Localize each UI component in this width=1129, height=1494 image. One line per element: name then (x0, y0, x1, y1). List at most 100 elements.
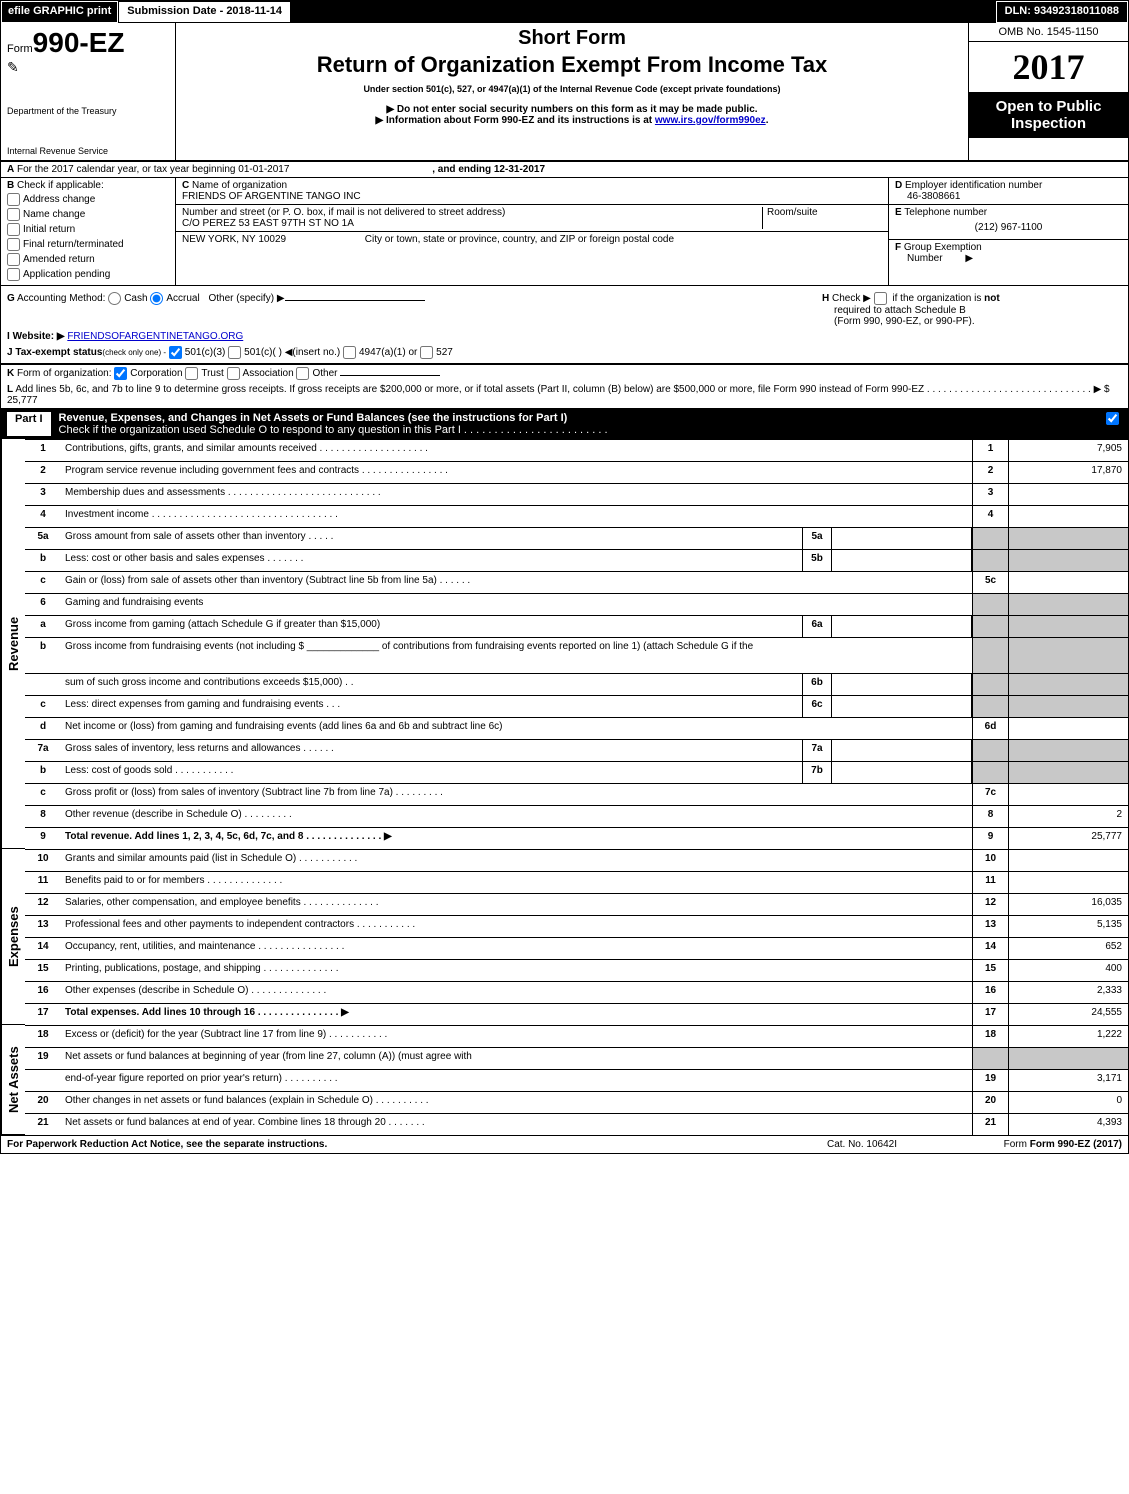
line-15: 15Printing, publications, postage, and s… (25, 959, 1128, 981)
radio-accrual[interactable] (150, 292, 163, 305)
do-not-enter: ▶ Do not enter social security numbers o… (184, 104, 960, 115)
footer-left: For Paperwork Reduction Act Notice, see … (7, 1139, 762, 1150)
efile-label: efile GRAPHIC print (1, 1, 118, 23)
chk-name-change[interactable]: Name change (7, 208, 169, 221)
k-label: Form of organization: (17, 368, 112, 379)
omb-number: OMB No. 1545-1150 (969, 23, 1128, 42)
j-label: Tax-exempt status (15, 347, 102, 358)
block-city: NEW YORK, NY 10029 City or town, state o… (176, 232, 888, 272)
chk-address-change[interactable]: Address change (7, 193, 169, 206)
row-h: H Check ▶ if the organization is not req… (822, 292, 1122, 327)
part-i-header: Part I Revenue, Expenses, and Changes in… (1, 409, 1128, 439)
chk-application-pending[interactable]: Application pending (7, 268, 169, 281)
block-c-letter: C (182, 180, 189, 191)
org-name: FRIENDS OF ARGENTINE TANGO INC (182, 191, 361, 202)
chk-4947[interactable] (343, 346, 356, 359)
line-13: 13Professional fees and other payments t… (25, 915, 1128, 937)
line-4: 4Investment income . . . . . . . . . . .… (25, 505, 1128, 527)
row-gh: G Accounting Method: Cash Accrual Other … (1, 286, 1128, 329)
expenses-section: Expenses 10Grants and similar amounts pa… (1, 849, 1128, 1025)
chk-assoc[interactable] (227, 367, 240, 380)
line-16: 16Other expenses (describe in Schedule O… (25, 981, 1128, 1003)
j-letter: J (7, 347, 13, 358)
header-left: Form990-EZ ✎ Department of the Treasury … (1, 23, 176, 160)
line-a-text1: For the 2017 calendar year, or tax year … (17, 164, 289, 175)
line-5b: bLess: cost or other basis and sales exp… (25, 549, 1128, 571)
chk-amended-return[interactable]: Amended return (7, 253, 169, 266)
block-c: C Name of organization FRIENDS OF ARGENT… (176, 178, 888, 205)
line-9: 9Total revenue. Add lines 1, 2, 3, 4, 5c… (25, 827, 1128, 849)
info-post: . (766, 115, 769, 126)
block-bcdef: B Check if applicable: Address change Na… (1, 178, 1128, 286)
footer-cat: Cat. No. 10642I (762, 1139, 962, 1150)
block-d: D Employer identification number 46-3808… (889, 178, 1128, 205)
chk-527[interactable] (420, 346, 433, 359)
h-text4: required to attach Schedule B (834, 305, 966, 316)
part-i-label: Part I (7, 412, 51, 436)
h-text2: if the organization is (892, 293, 984, 304)
line-7c: cGross profit or (loss) from sales of in… (25, 783, 1128, 805)
line-6: 6Gaming and fundraising events (25, 593, 1128, 615)
g-other: Other (specify) ▶ (208, 293, 284, 304)
top-bar: efile GRAPHIC print Submission Date - 20… (1, 1, 1128, 23)
form-container: efile GRAPHIC print Submission Date - 20… (0, 0, 1129, 1154)
row-k: K Form of organization: Corporation Trus… (1, 364, 1128, 382)
part-i-check: Check if the organization used Schedule … (59, 424, 608, 436)
tel-label: Telephone number (904, 207, 987, 218)
line-8: 8Other revenue (describe in Schedule O) … (25, 805, 1128, 827)
footer: For Paperwork Reduction Act Notice, see … (1, 1135, 1128, 1153)
line-20: 20Other changes in net assets or fund ba… (25, 1091, 1128, 1113)
radio-cash[interactable] (108, 292, 121, 305)
line-19b: end-of-year figure reported on prior yea… (25, 1069, 1128, 1091)
header: Form990-EZ ✎ Department of the Treasury … (1, 23, 1128, 162)
short-form-title: Short Form (184, 27, 960, 50)
chk-trust[interactable] (185, 367, 198, 380)
group-exempt-arrow: ▶ (965, 253, 973, 264)
tax-year: 2017 (969, 42, 1128, 92)
line-a-letter: A (7, 164, 14, 175)
group-exempt-label: Group Exemption (904, 242, 982, 253)
line-5a: 5aGross amount from sale of assets other… (25, 527, 1128, 549)
part-i-title: Revenue, Expenses, and Changes in Net As… (59, 412, 568, 424)
open-to-public: Open to Public Inspection (969, 92, 1128, 138)
info-pre: ▶ Information about Form 990-EZ and its … (376, 115, 655, 126)
return-title: Return of Organization Exempt From Incom… (184, 52, 960, 78)
chk-501c3[interactable] (169, 346, 182, 359)
chk-other[interactable] (296, 367, 309, 380)
row-g: G Accounting Method: Cash Accrual Other … (7, 292, 822, 327)
row-j: J Tax-exempt status(check only one) - 50… (1, 344, 1128, 364)
line-17: 17Total expenses. Add lines 10 through 1… (25, 1003, 1128, 1025)
website-link[interactable]: FRIENDSOFARGENTINETANGO.ORG (67, 331, 243, 342)
header-mid: Short Form Return of Organization Exempt… (176, 23, 968, 160)
block-e: E Telephone number (212) 967-1100 (889, 205, 1128, 240)
chk-h[interactable] (874, 292, 887, 305)
chk-initial-return[interactable]: Initial return (7, 223, 169, 236)
open-line1: Open to Public (973, 98, 1124, 115)
block-b-label: Check if applicable: (17, 180, 104, 191)
g-label: Accounting Method: (17, 293, 105, 304)
net-assets-section: Net Assets 18Excess or (deficit) for the… (1, 1025, 1128, 1135)
line-1: 1Contributions, gifts, grants, and simil… (25, 439, 1128, 461)
row-i: I Website: ▶ FRIENDSOFARGENTINETANGO.ORG (1, 329, 1128, 344)
g-letter: G (7, 293, 15, 304)
line-5c: cGain or (loss) from sale of assets othe… (25, 571, 1128, 593)
j-sub: (check only one) - (102, 348, 166, 357)
h-letter: H (822, 293, 829, 304)
chk-final-return[interactable]: Final return/terminated (7, 238, 169, 251)
line-7b: bLess: cost of goods sold . . . . . . . … (25, 761, 1128, 783)
line-21: 21Net assets or fund balances at end of … (25, 1113, 1128, 1135)
block-e-letter: E (895, 207, 902, 218)
block-f-letter: F (895, 242, 901, 253)
submission-date: Submission Date - 2018-11-14 (118, 1, 291, 23)
info-link[interactable]: www.irs.gov/form990ez (655, 115, 766, 126)
line-7a: 7aGross sales of inventory, less returns… (25, 739, 1128, 761)
chk-schedule-o[interactable] (1106, 412, 1122, 436)
block-b: B Check if applicable: Address change Na… (1, 178, 176, 285)
line-6d: dNet income or (loss) from gaming and fu… (25, 717, 1128, 739)
l-letter: L (7, 384, 13, 395)
chk-501c[interactable] (228, 346, 241, 359)
chk-corp[interactable] (114, 367, 127, 380)
line-a-text2: , and ending 12-31-2017 (432, 164, 545, 175)
block-d-letter: D (895, 180, 902, 191)
city-value: NEW YORK, NY 10029 (182, 234, 362, 245)
